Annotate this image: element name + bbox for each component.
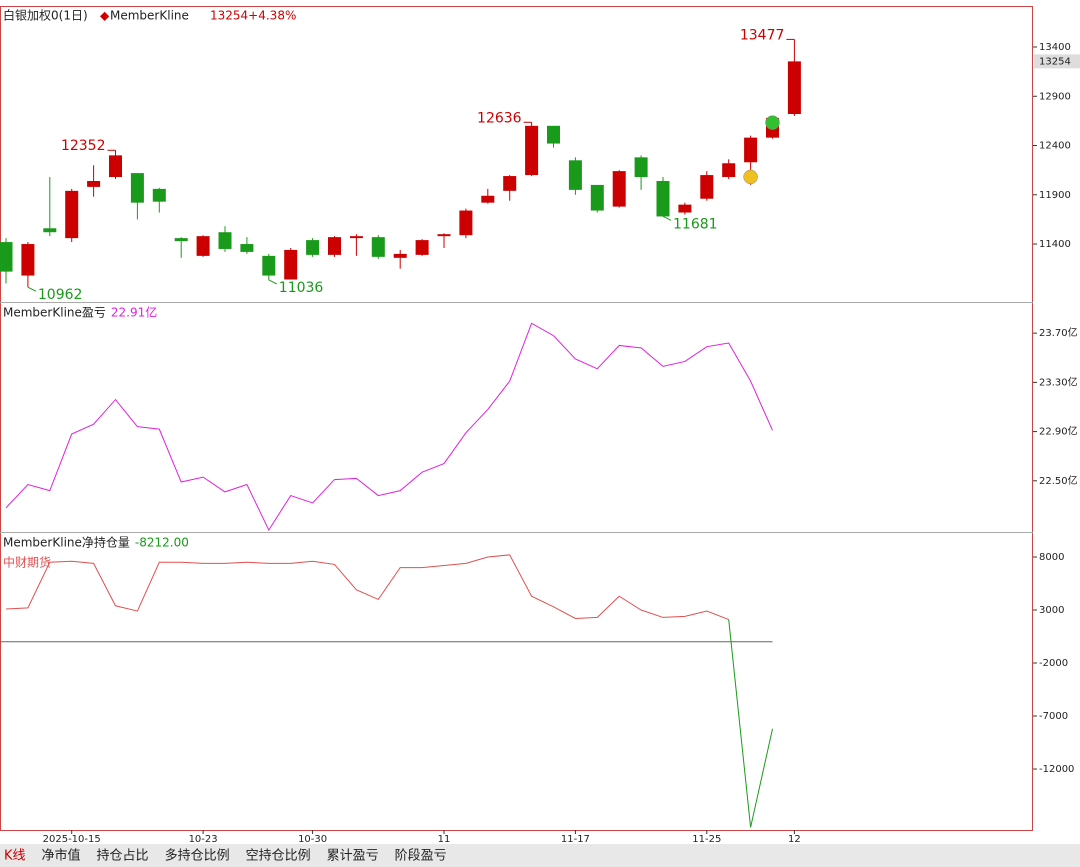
y-tick-label: 11400 (1039, 239, 1071, 250)
legend-marker: ◆ (100, 9, 110, 23)
panel-title: MemberKline净持仓量 (3, 535, 130, 550)
candle-body (525, 125, 539, 176)
signal-icon (743, 169, 758, 185)
annotation-arrow (662, 215, 672, 221)
candle-body (87, 180, 101, 187)
y-tick-label: 13400 (1039, 42, 1071, 53)
y-tick-label: -2000 (1039, 658, 1068, 669)
candle-body (700, 175, 714, 199)
candle-body (306, 240, 320, 255)
legend: MemberKline (110, 9, 189, 23)
tab[interactable]: 阶段盈亏 (395, 849, 447, 864)
y-tick-label: -12000 (1039, 764, 1074, 775)
annotation: 10962 (38, 287, 83, 303)
y-tick-label: 22.50亿 (1039, 474, 1078, 487)
y-tick-label: 23.70亿 (1039, 326, 1078, 339)
last-price: 13254 (1039, 56, 1071, 67)
candle-body (349, 236, 363, 239)
candle-body (656, 180, 670, 217)
panel-title: MemberKline盈亏 (3, 306, 106, 320)
candle-body (393, 253, 407, 258)
candle-body (218, 232, 232, 249)
candle-body (262, 255, 276, 276)
y-tick-label: 8000 (1039, 552, 1064, 563)
annotation-arrow (27, 286, 37, 292)
candle-body (240, 244, 254, 252)
line-series (5, 554, 729, 621)
candle-body (43, 228, 57, 233)
candle-body (284, 249, 298, 280)
x-tick-label: 11-17 (561, 834, 590, 845)
candle-body (152, 188, 166, 202)
panel-label: 中财期货 (3, 555, 51, 570)
candle-body (503, 176, 517, 191)
last-price-tag (1034, 54, 1080, 69)
y-tick-label: -7000 (1039, 711, 1068, 722)
y-tick-label: 23.30亿 (1039, 375, 1078, 388)
x-tick-label: 11-25 (692, 834, 721, 845)
line-series (728, 619, 773, 828)
candle-body (65, 190, 79, 239)
annotation: 12352 (61, 138, 106, 154)
annotation: 13477 (740, 27, 785, 43)
line-series (5, 322, 773, 532)
y-tick-label: 12400 (1039, 141, 1071, 152)
tab[interactable]: K线 (4, 849, 26, 864)
candle-body (590, 184, 604, 211)
candle-body (415, 240, 429, 255)
tab[interactable]: 持仓占比 (97, 849, 149, 864)
candle-body (547, 125, 560, 144)
candle-body (634, 157, 648, 178)
candle-body (481, 195, 495, 203)
candle-body (0, 242, 13, 272)
x-tick-label: 12 (788, 834, 801, 845)
y-tick-label: 12900 (1039, 91, 1071, 102)
subtitle: 13254+4.38% (210, 9, 296, 23)
candle-body (678, 204, 692, 213)
candle-body (174, 238, 188, 242)
tab[interactable]: 多持仓比例 (165, 848, 230, 864)
tab[interactable]: 空持仓比例 (246, 849, 311, 864)
annotation: 11681 (673, 216, 718, 232)
x-tick-label: 10-30 (298, 834, 327, 845)
x-tick-label: 2025-10-15 (43, 834, 101, 845)
plot-frame (0, 6, 1033, 831)
panel-value: 22.91亿 (111, 305, 157, 320)
candle-body (371, 237, 385, 257)
annotation: 12636 (477, 110, 522, 126)
y-tick-label: 11900 (1039, 190, 1071, 201)
tab-bar (0, 844, 1080, 867)
candle-body (568, 160, 582, 190)
x-tick-label: 11 (438, 834, 451, 845)
y-tick-label: 3000 (1039, 605, 1064, 616)
y-tick-label: 22.90亿 (1039, 425, 1078, 438)
annotation: 11036 (279, 280, 324, 296)
candle-body (722, 163, 736, 178)
candle-body (196, 236, 210, 256)
candle-body (612, 171, 626, 207)
x-tick-label: 10-23 (189, 834, 218, 845)
candle-body (744, 137, 758, 163)
candle-body (437, 234, 451, 237)
candle-body (459, 210, 473, 236)
tab[interactable]: 净市值 (42, 848, 81, 864)
annotation-arrow (268, 279, 278, 285)
signal-icon (765, 115, 780, 130)
candle-body (328, 237, 341, 255)
panel-value: -8212.00 (135, 536, 189, 550)
tab[interactable]: 累计盈亏 (327, 849, 379, 864)
candle-body (109, 155, 122, 178)
candle-body (21, 244, 35, 276)
chart-title: 白银加权0(1日) (3, 8, 88, 23)
candle-body (130, 173, 144, 203)
candle-body (787, 61, 801, 114)
